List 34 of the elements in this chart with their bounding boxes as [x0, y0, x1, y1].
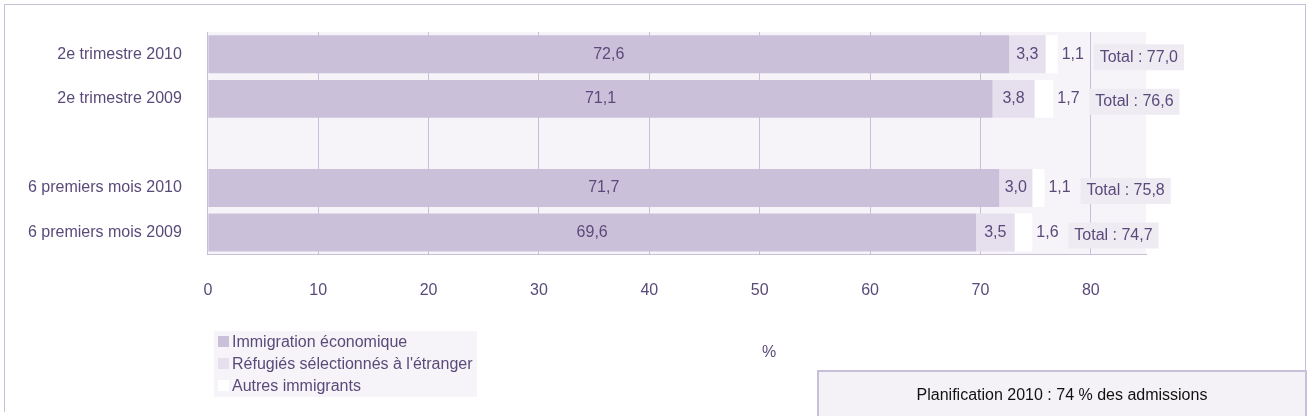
total-label: Total : 74,7 [1074, 225, 1153, 243]
y-tick-label: 2e trimestre 2009 [57, 89, 182, 107]
x-tick-label: 50 [750, 280, 769, 298]
total-label: Total : 76,6 [1095, 92, 1174, 110]
total-label: Total : 75,8 [1086, 181, 1165, 199]
data-label: 72,6 [593, 44, 625, 62]
y-tick-label: 6 premiers mois 2009 [28, 222, 182, 240]
legend-label: Immigration économique [231, 332, 409, 352]
y-tick-label: 2e trimestre 2010 [57, 44, 182, 62]
x-tick-label: 60 [861, 280, 880, 298]
data-label: 71,7 [588, 178, 620, 196]
data-label: 1,1 [1048, 178, 1071, 196]
x-tick-label: 0 [203, 280, 213, 298]
data-label: 3,8 [1002, 89, 1025, 107]
x-tick-label: 20 [419, 280, 438, 298]
x-tick-label: 30 [530, 280, 548, 298]
data-label: 3,0 [1004, 178, 1027, 196]
x-tick-label: 70 [971, 280, 990, 298]
legend-label: Autres immigrants [231, 376, 362, 396]
legend-label: Réfugiés sélectionnés à l'étranger [231, 354, 473, 374]
x-tick-label: 80 [1081, 280, 1100, 298]
data-label: 71,1 [584, 89, 617, 107]
x-tick-label: 40 [640, 280, 659, 298]
data-label: 1,6 [1036, 222, 1059, 240]
total-label: Total : 77,0 [1099, 47, 1179, 65]
x-tick-label: 10 [309, 280, 328, 298]
x-axis-title: % [762, 343, 777, 361]
y-tick-label: 6 premiers mois 2010 [28, 178, 182, 196]
data-label: 69,6 [576, 222, 608, 240]
data-label: 1,7 [1057, 89, 1080, 107]
data-label: 1,1 [1061, 44, 1085, 62]
text: Planification 2010 : 74 % des admissions [817, 370, 1307, 416]
data-label: 3,3 [1016, 44, 1039, 62]
data-label: 3,5 [984, 222, 1007, 240]
